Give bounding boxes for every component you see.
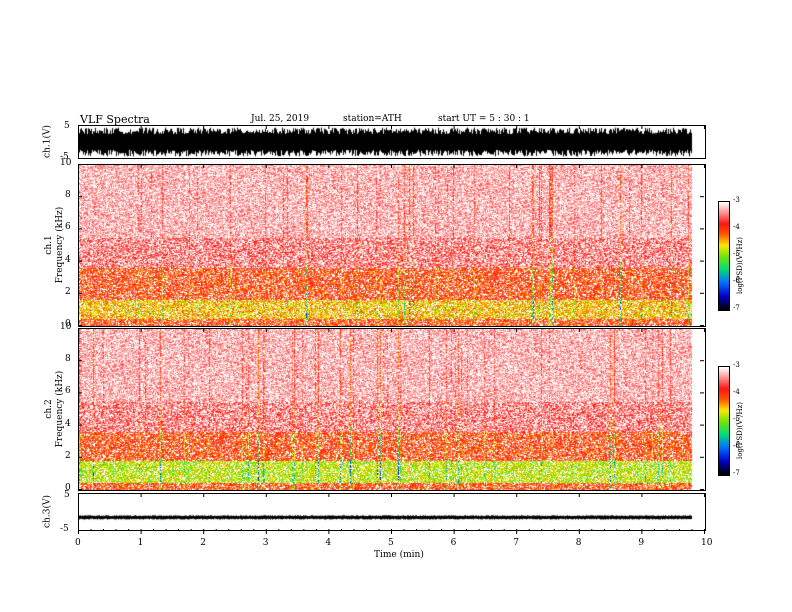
ch1-ytick-5: 10 <box>60 158 72 168</box>
ch1-ytick-1: 2 <box>65 286 71 297</box>
ch1-waveform-trace <box>79 126 705 158</box>
x-tick-label-5: 5 <box>388 538 394 548</box>
ch1-colorbar-tick-1: -4 <box>733 223 740 231</box>
ch2-ytick-0: 0 <box>65 483 71 493</box>
ch3-waveform-trace <box>79 494 705 530</box>
ch1-ytick-4: 8 <box>65 190 71 201</box>
ch2-ytick-5: 10 <box>60 322 72 332</box>
x-axis-label: Time (min) <box>374 550 424 560</box>
ch2-colorbar-tick-0: -3 <box>733 361 740 369</box>
ch1-colorbar-gradient <box>719 202 729 310</box>
ch1-spectrogram-heatmap <box>79 165 705 326</box>
x-tick-label-1: 1 <box>137 538 144 548</box>
ch2-colorbar-tick-4: -7 <box>733 469 740 477</box>
ch3-ytick-bottom: -5 <box>60 524 69 534</box>
ch2-ytick-3: 6 <box>65 386 71 397</box>
x-tick-label-9: 9 <box>638 538 645 548</box>
x-tick-label-3: 3 <box>262 538 269 548</box>
ch1-ytick-2: 4 <box>65 254 71 265</box>
x-tick-label-8: 8 <box>575 538 582 548</box>
x-tick-label-0: 0 <box>75 538 81 548</box>
ch1-colorbar-tick-3: -6 <box>733 277 740 285</box>
ch2-colorbar-tick-1: -4 <box>733 388 740 396</box>
ch1-ytick-0: 0 <box>65 319 71 329</box>
ch1-ytick-top: 5 <box>64 121 70 131</box>
ch2-ytick-4: 8 <box>65 354 71 365</box>
start-ut-label: start UT = 5 : 30 : 1 <box>438 114 530 124</box>
x-tick-label-4: 4 <box>325 538 332 548</box>
ch2-spectrogram-panel <box>78 328 706 491</box>
ch1-colorbar-tick-2: -5 <box>733 250 740 258</box>
ch3-ytick-top: 5 <box>64 490 70 500</box>
ch1-colorbar-tick-0: -3 <box>733 196 740 204</box>
x-tick-label-6: 6 <box>450 538 457 548</box>
ch2-spectrogram-heatmap <box>79 329 705 490</box>
ch2-colorbar <box>718 366 730 476</box>
date-label: Jul. 25, 2019 <box>251 114 310 124</box>
ch1-colorbar <box>718 201 730 311</box>
ch2-ytick-1: 2 <box>65 450 71 461</box>
figure-title: VLF Spectra <box>80 113 150 126</box>
ch2-colorbar-tick-3: -6 <box>733 442 740 450</box>
ch3-waveform-panel <box>78 493 706 531</box>
ch1-ytick-bottom: -5 <box>60 152 69 162</box>
x-tick-label-10: 10 <box>701 538 713 548</box>
ch2-colorbar-tick-2: -5 <box>733 415 740 423</box>
x-tick-label-2: 2 <box>200 538 206 548</box>
x-tick-label-7: 7 <box>513 538 519 548</box>
ch1-waveform-panel <box>78 125 706 159</box>
ch2-colorbar-gradient <box>719 367 729 475</box>
ch1-ytick-3: 6 <box>65 222 71 233</box>
station-label: station=ATH <box>343 114 402 124</box>
ch2-ytick-2: 4 <box>65 418 71 429</box>
ch1-colorbar-tick-4: -7 <box>733 304 740 312</box>
